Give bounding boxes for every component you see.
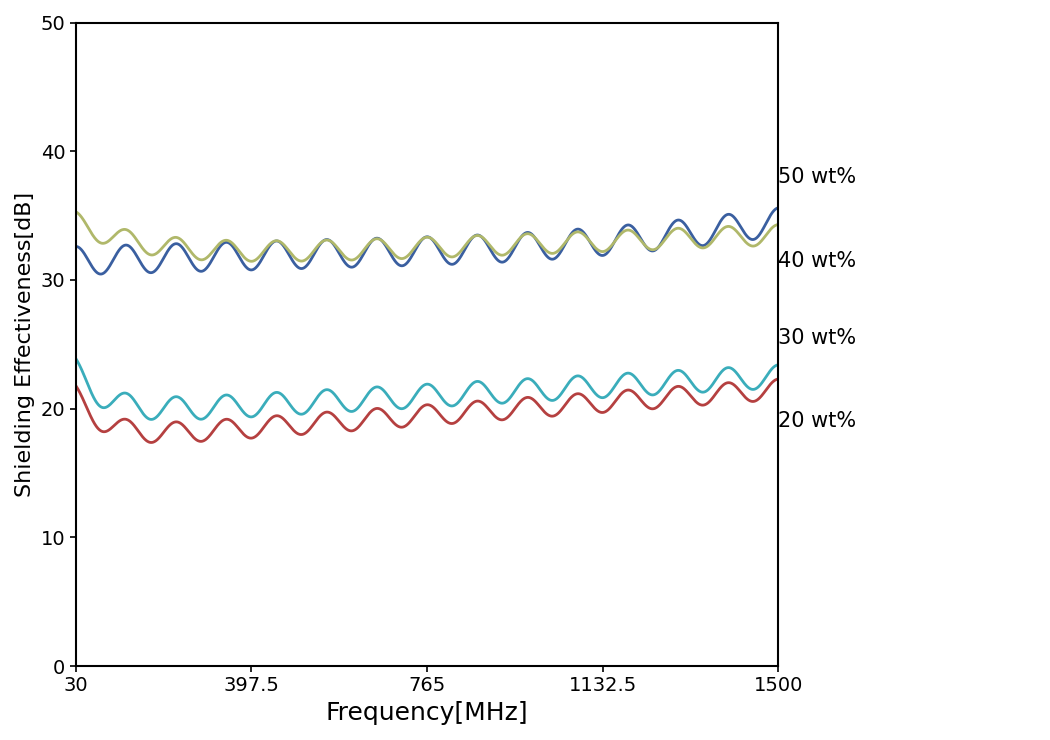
Y-axis label: Shielding Effectiveness[dB]: Shielding Effectiveness[dB] — [15, 192, 35, 497]
Text: 30 wt%: 30 wt% — [778, 328, 857, 348]
X-axis label: Frequency[MHz]: Frequency[MHz] — [326, 701, 528, 725]
Text: 40 wt%: 40 wt% — [778, 251, 857, 271]
Text: 20 wt%: 20 wt% — [778, 411, 857, 431]
Text: 50 wt%: 50 wt% — [778, 167, 857, 187]
